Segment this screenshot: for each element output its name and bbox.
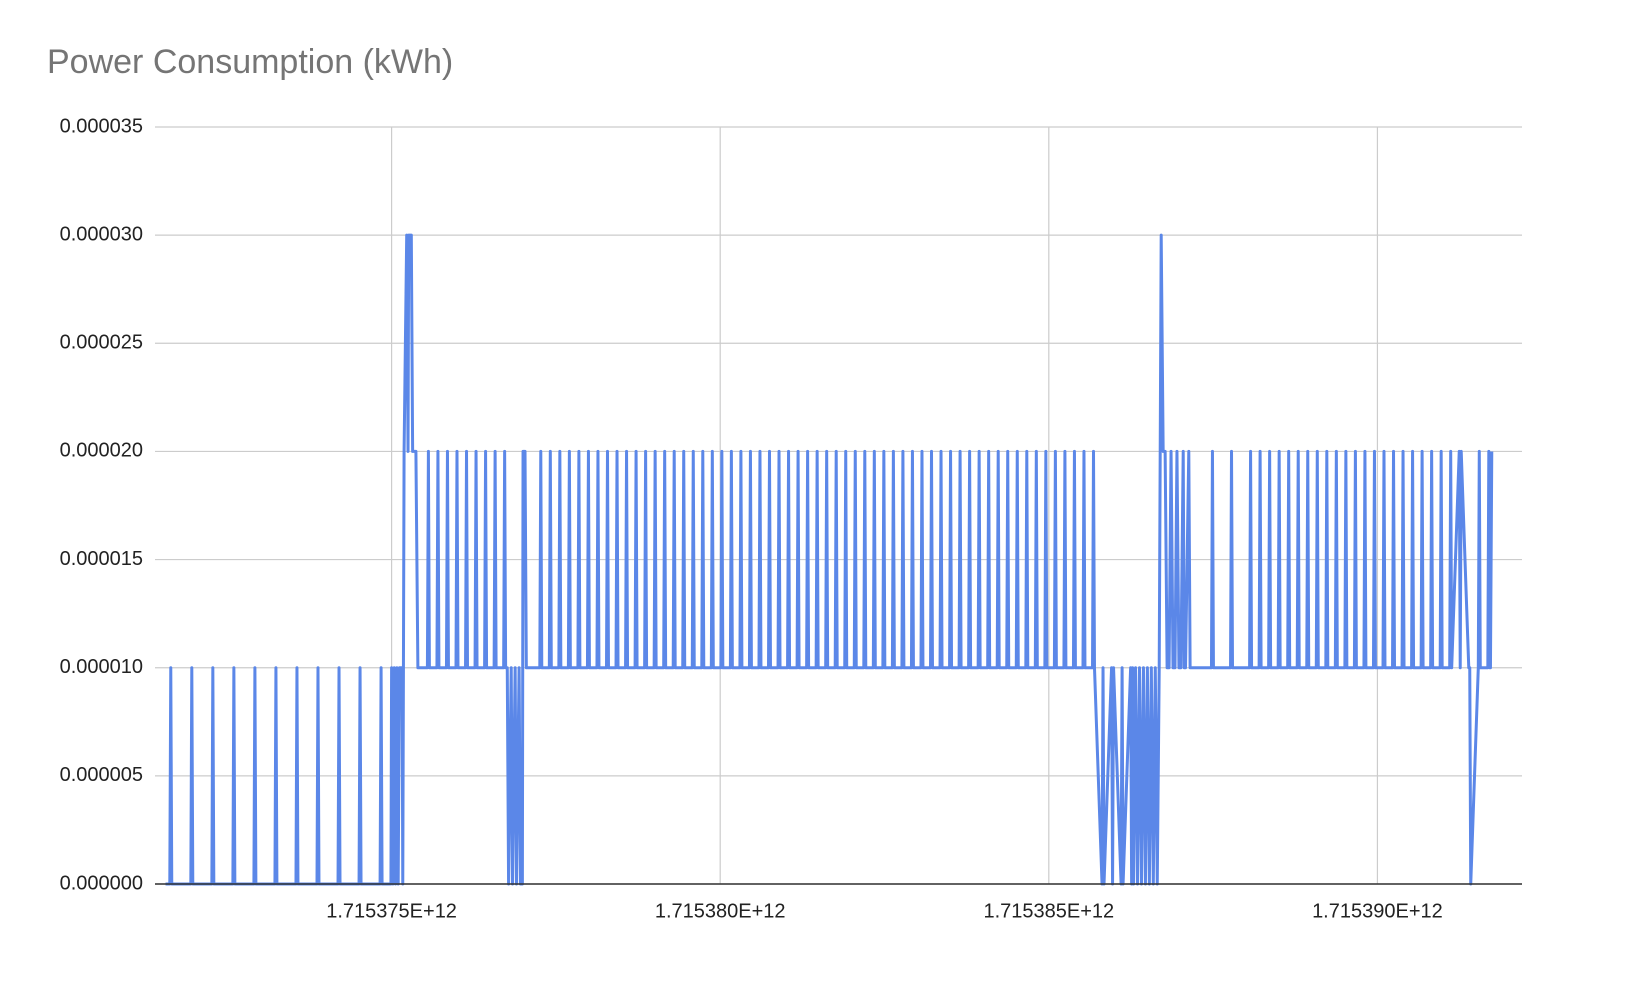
- y-tick-label: 0.000010: [60, 656, 143, 678]
- x-tick-label: 1.715380E+12: [655, 900, 786, 922]
- y-tick-label: 0.000020: [60, 440, 143, 462]
- data-line: [165, 233, 1494, 886]
- x-tick-label: 1.715375E+12: [326, 900, 457, 922]
- x-tick-label: 1.715385E+12: [983, 900, 1114, 922]
- y-tick-label: 0.000035: [60, 115, 143, 137]
- chart-title: Power Consumption (kWh): [47, 43, 453, 81]
- y-tick-label: 0.000000: [60, 872, 143, 894]
- y-tick-label: 0.000005: [60, 764, 143, 786]
- y-tick-label: 0.000030: [60, 223, 143, 245]
- x-tick-label: 1.715390E+12: [1312, 900, 1443, 922]
- y-tick-label: 0.000015: [60, 548, 143, 570]
- y-tick-label: 0.000025: [60, 332, 143, 354]
